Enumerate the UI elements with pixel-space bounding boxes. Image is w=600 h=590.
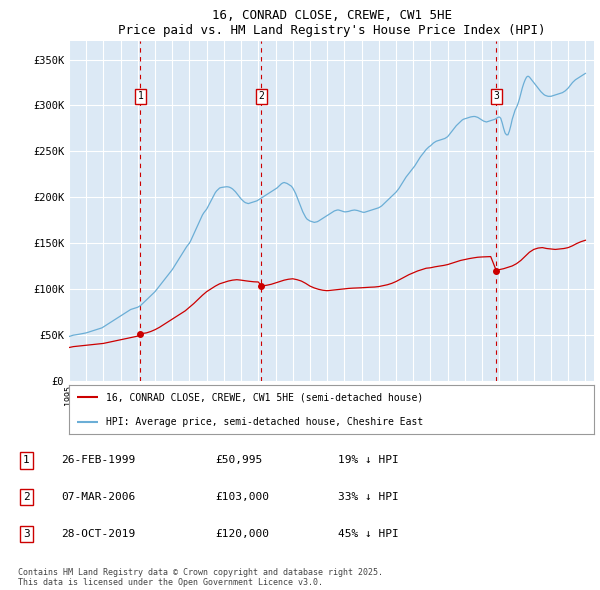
Text: 45% ↓ HPI: 45% ↓ HPI [338, 529, 398, 539]
Text: 1: 1 [137, 91, 143, 101]
Text: 19% ↓ HPI: 19% ↓ HPI [338, 455, 398, 466]
Text: 2: 2 [259, 91, 265, 101]
Text: 26-FEB-1999: 26-FEB-1999 [61, 455, 136, 466]
Title: 16, CONRAD CLOSE, CREWE, CW1 5HE
Price paid vs. HM Land Registry's House Price I: 16, CONRAD CLOSE, CREWE, CW1 5HE Price p… [118, 9, 545, 37]
Text: HPI: Average price, semi-detached house, Cheshire East: HPI: Average price, semi-detached house,… [106, 417, 423, 427]
Text: 2: 2 [23, 492, 30, 502]
Text: 28-OCT-2019: 28-OCT-2019 [61, 529, 136, 539]
Text: £120,000: £120,000 [216, 529, 270, 539]
Text: 07-MAR-2006: 07-MAR-2006 [61, 492, 136, 502]
Text: 33% ↓ HPI: 33% ↓ HPI [338, 492, 398, 502]
Text: £103,000: £103,000 [216, 492, 270, 502]
Text: 16, CONRAD CLOSE, CREWE, CW1 5HE (semi-detached house): 16, CONRAD CLOSE, CREWE, CW1 5HE (semi-d… [106, 392, 423, 402]
Text: 3: 3 [23, 529, 30, 539]
Text: 3: 3 [493, 91, 499, 101]
Text: Contains HM Land Registry data © Crown copyright and database right 2025.
This d: Contains HM Land Registry data © Crown c… [18, 568, 383, 587]
Text: 1: 1 [23, 455, 30, 466]
Text: £50,995: £50,995 [216, 455, 263, 466]
